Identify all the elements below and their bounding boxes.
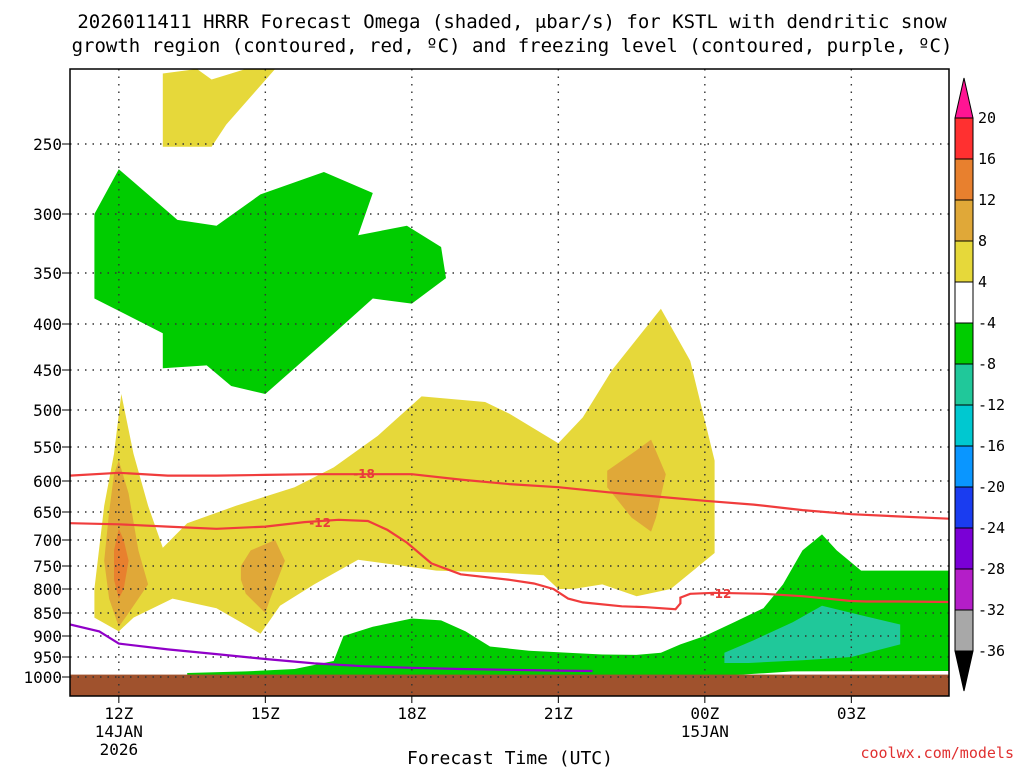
y-tick-label: 650 xyxy=(33,503,62,522)
y-tick-label: 700 xyxy=(33,531,62,550)
colorbar-label: -20 xyxy=(978,478,1005,496)
omega-region-1 xyxy=(94,169,447,394)
omega-region-8 xyxy=(724,605,901,663)
colorbar-label: -16 xyxy=(978,437,1005,455)
colorbar-swatch xyxy=(954,199,974,242)
colorbar-bottom-arrow xyxy=(954,650,974,692)
colorbar-label: 20 xyxy=(978,109,996,127)
omega-region-5 xyxy=(607,439,666,532)
colorbar-label: -32 xyxy=(978,601,1005,619)
chart-title-line2: growth region (contoured, red, ºC) and f… xyxy=(72,35,953,57)
omega-colorbar: 20 16 12 8 4 -4 -8 -12 -16 -20 -24 -28 -32 -36 xyxy=(954,77,1005,692)
y-tick-label: 450 xyxy=(33,361,62,380)
colorbar-label: 12 xyxy=(978,191,996,209)
y-tick-label: 550 xyxy=(33,438,62,457)
colorbar-swatch xyxy=(954,445,974,488)
omega-region-6 xyxy=(114,528,129,599)
y-tick-label: 800 xyxy=(33,580,62,599)
y-tick-label: 850 xyxy=(33,604,62,623)
x-tick-label: 00Z xyxy=(690,704,719,723)
colorbar-swatch xyxy=(954,240,974,283)
plot-frame xyxy=(69,68,950,697)
credit-link[interactable]: coolwx.com/models xyxy=(860,744,1014,762)
y-tick-label: 900 xyxy=(33,627,62,646)
y-axis-pressure: 250 300 350 400 450 500 550 600 650 700 750 800 850 9… xyxy=(23,135,70,687)
colorbar-swatch xyxy=(954,363,974,406)
colorbar-label: -28 xyxy=(978,560,1005,578)
chart-title-line1: 2026011411 HRRR Forecast Omega (shaded, … xyxy=(77,11,947,33)
dgz-contour-1 xyxy=(70,518,949,611)
dgz-contour-label: -12 xyxy=(710,587,732,601)
omega-shading xyxy=(70,69,949,696)
dgz-contour-0 xyxy=(70,471,949,520)
colorbar-top-arrow xyxy=(954,77,974,119)
colorbar-swatch xyxy=(954,322,974,365)
colorbar-swatch xyxy=(954,117,974,160)
x-tick-year: 2026 xyxy=(100,740,139,759)
x-axis-label: Forecast Time (UTC) xyxy=(407,748,613,768)
y-tick-label: 950 xyxy=(33,648,62,667)
colorbar-swatch xyxy=(954,609,974,652)
x-tick-label: 21Z xyxy=(544,704,573,723)
dgz-contour-label: -12 xyxy=(309,516,331,530)
colorbar-label: 4 xyxy=(978,273,987,291)
colorbar-swatch xyxy=(954,568,974,611)
colorbar-label: -4 xyxy=(978,314,996,332)
y-tick-label: 1000 xyxy=(23,668,62,687)
y-tick-label: 350 xyxy=(33,264,62,283)
colorbar-label: -24 xyxy=(978,519,1005,537)
y-tick-label: 300 xyxy=(33,205,62,224)
x-tick-label: 18Z xyxy=(397,704,426,723)
colorbar-label: -12 xyxy=(978,396,1005,414)
colorbar-swatch xyxy=(954,404,974,447)
colorbar-swatch xyxy=(954,281,974,324)
y-tick-label: 750 xyxy=(33,557,62,576)
ground-surface xyxy=(70,674,949,696)
omega-region-3 xyxy=(104,460,149,627)
colorbar-swatch xyxy=(954,486,974,529)
x-tick-label: 12Z xyxy=(104,704,133,723)
colorbar-label: -8 xyxy=(978,355,996,373)
colorbar-swatch xyxy=(954,158,974,201)
x-tick-date: 15JAN xyxy=(681,722,729,741)
omega-region-4 xyxy=(240,540,285,613)
y-tick-label: 400 xyxy=(33,315,62,334)
x-tick-date: 14JAN xyxy=(95,722,143,741)
y-tick-label: 250 xyxy=(33,135,62,154)
colorbar-label: 16 xyxy=(978,150,996,168)
colorbar-swatch xyxy=(954,527,974,570)
colorbar-label: -36 xyxy=(978,642,1005,660)
y-tick-label: 500 xyxy=(33,401,62,420)
x-tick-label: 03Z xyxy=(837,704,866,723)
contour-lines: -18 -12 -12 xyxy=(70,467,949,673)
dgz-contour-label: -18 xyxy=(353,467,375,481)
freezing-level-line xyxy=(70,623,593,673)
x-tick-label: 15Z xyxy=(251,704,280,723)
omega-region-0 xyxy=(162,69,276,147)
colorbar-label: 8 xyxy=(978,232,987,250)
y-tick-label: 600 xyxy=(33,472,62,491)
